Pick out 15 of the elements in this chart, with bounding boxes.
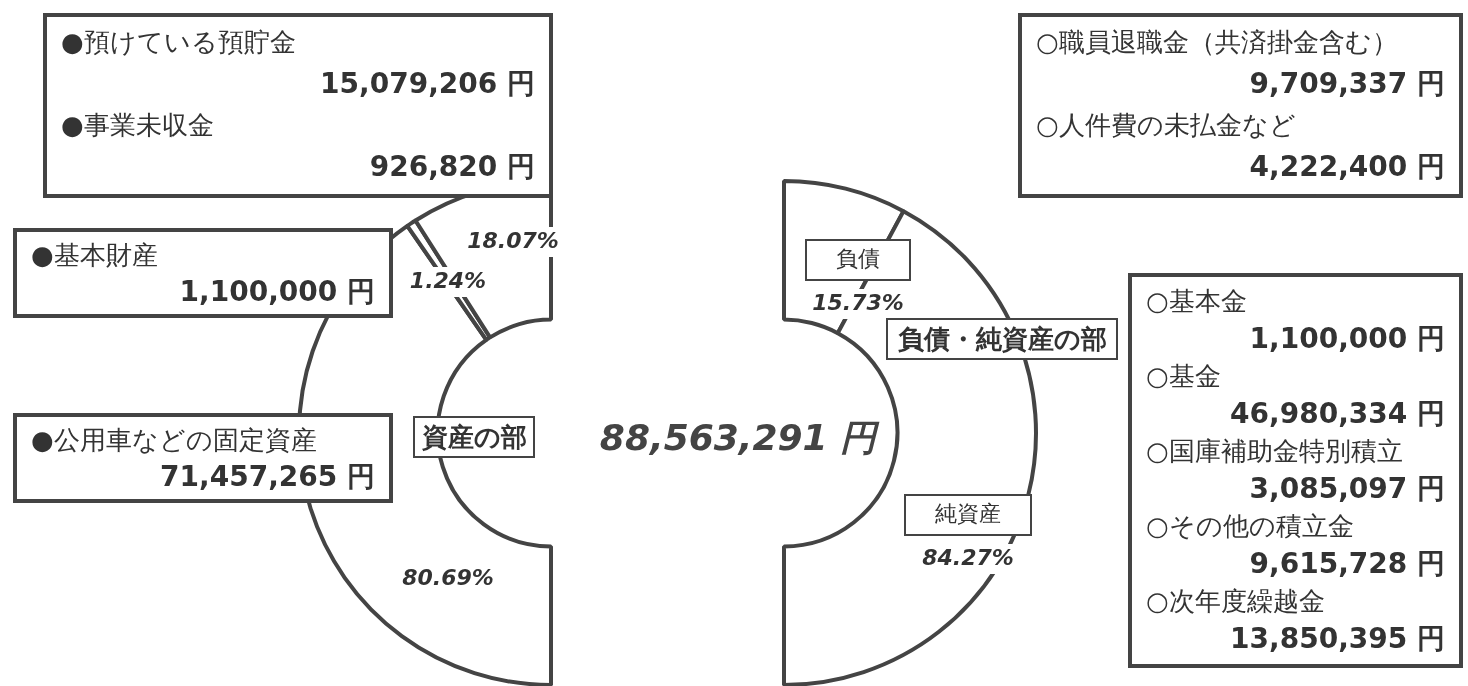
slice-label: 純資産 xyxy=(935,500,1001,526)
text: ○職員退職金（共済掛金含む） 9,709,337 円 ○人件費の未払金など 4,222,400 円 xyxy=(1036,26,1445,185)
data-label: 1.24% xyxy=(409,267,487,293)
slice-label: 負債 xyxy=(836,245,880,271)
text: 88,563,291 円 xyxy=(598,415,881,460)
text: 負債・純資産の部 xyxy=(886,318,1118,360)
text: 資産の部 xyxy=(413,416,535,458)
data-label: 15.73% xyxy=(812,289,904,315)
text: ●預けている預貯金 15,079,206 円 ●事業未収金 926,820 円 xyxy=(61,27,535,183)
text: ○基本金 1,100,000 円 ○基金 46,980,334 円 ○国庫補助金特別積立 3,085,097 円 ○その他の積立金 9,615,728 円 ○次年度繰越金 13,850,395 円 xyxy=(1146,285,1445,655)
data-label: 84.27% xyxy=(922,544,1014,570)
data-label: 80.69% xyxy=(402,564,494,590)
text: ●公用車などの固定資産 71,457,265 円 xyxy=(31,424,375,495)
data-label: 18.07% xyxy=(467,227,559,253)
text: ●基本財産 1,100,000 円 xyxy=(31,239,375,310)
